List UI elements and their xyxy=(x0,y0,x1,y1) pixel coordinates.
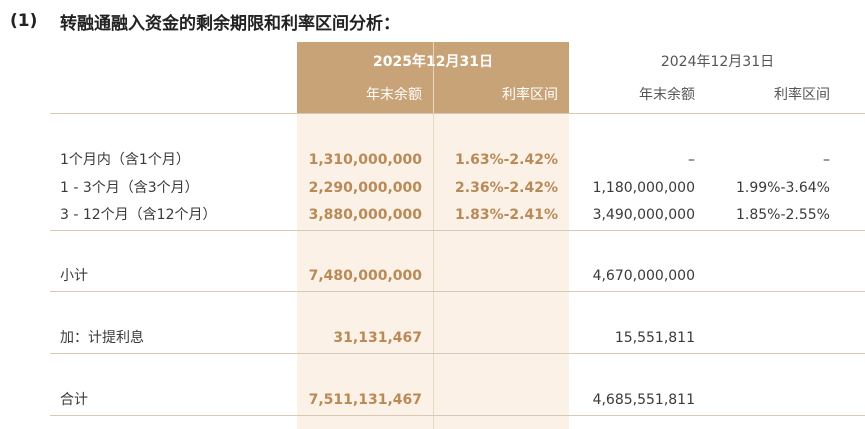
prior-rate-header: 利率区间 xyxy=(774,87,830,103)
prior-balance-header: 年末余额 xyxy=(639,87,695,103)
prior-balance-cell: 3,490,000,000 xyxy=(592,207,695,223)
current-date-header: 2025年12月31日 xyxy=(373,54,493,70)
prior-date-header: 2024年12月31日 xyxy=(660,54,775,70)
row-rule xyxy=(50,291,865,292)
interest-label: 加：计提利息 xyxy=(60,330,144,346)
total-prior-balance: 4,685,551,811 xyxy=(592,392,695,408)
section-title: 转融通融入资金的剩余期限和利率区间分析： xyxy=(60,13,400,34)
subtotal-prior-balance: 4,670,000,000 xyxy=(592,268,695,284)
current-balance-header: 年末余额 xyxy=(366,87,422,103)
prior-rate-cell: 1.99%-3.64% xyxy=(735,180,830,196)
current-rate-cell: 1.83%-2.41% xyxy=(455,207,558,223)
row-label: 1个月内（含1个月） xyxy=(60,152,190,168)
current-rate-cell: 2.36%-2.42% xyxy=(455,180,558,196)
subtotal-current-balance: 7,480,000,000 xyxy=(308,268,422,284)
row-rule xyxy=(50,230,865,231)
total-label: 合计 xyxy=(60,392,88,408)
section-number: (1) xyxy=(10,11,38,31)
prior-balance-cell: 1,180,000,000 xyxy=(592,180,695,196)
row-label: 1 - 3个月（含3个月） xyxy=(60,180,199,196)
prior-rate-cell: 1.85%-2.55% xyxy=(735,207,830,223)
subtotal-label: 小计 xyxy=(60,268,88,284)
row-rule xyxy=(50,353,865,354)
current-rate-cell: 1.63%-2.42% xyxy=(455,152,558,168)
current-rate-header: 利率区间 xyxy=(502,87,558,103)
current-balance-cell: 2,290,000,000 xyxy=(308,180,422,196)
section-heading: (1) 转融通融入资金的剩余期限和利率区间分析： xyxy=(10,8,400,34)
column-divider xyxy=(433,42,434,429)
current-balance-cell: 3,880,000,000 xyxy=(308,207,422,223)
interest-prior-balance: 15,551,811 xyxy=(614,330,695,346)
row-label: 3 - 12个月（含12个月） xyxy=(60,207,217,223)
prior-rate-cell: – xyxy=(823,152,830,168)
prior-balance-cell: – xyxy=(688,152,695,168)
interest-current-balance: 31,131,467 xyxy=(333,330,422,346)
header-rule xyxy=(50,113,865,114)
current-balance-cell: 1,310,000,000 xyxy=(308,152,422,168)
row-rule xyxy=(50,415,865,416)
total-current-balance: 7,511,131,467 xyxy=(308,392,422,408)
